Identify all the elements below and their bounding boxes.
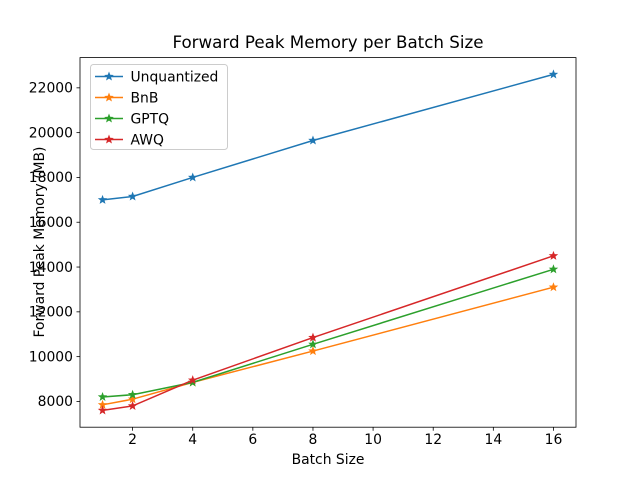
legend-label: BnB xyxy=(131,90,159,106)
y-tick-label: 8000 xyxy=(38,394,73,410)
y-tick-label: 10000 xyxy=(29,349,73,365)
data-point-awq xyxy=(308,332,318,342)
y-tick-label: 16000 xyxy=(29,215,73,231)
x-axis-label: Batch Size xyxy=(292,452,365,468)
x-tick-label: 2 xyxy=(128,432,137,448)
legend-label: GPTQ xyxy=(131,111,170,127)
data-point-unquantized xyxy=(127,191,138,201)
data-point-awq xyxy=(548,250,559,260)
data-point-gptq xyxy=(548,264,559,274)
x-tick-label: 14 xyxy=(484,432,502,448)
data-point-awq xyxy=(97,405,108,415)
data-point-unquantized xyxy=(187,172,198,182)
x-tick-label: 6 xyxy=(248,432,257,448)
data-point-unquantized xyxy=(97,194,108,204)
x-tick-label: 4 xyxy=(188,432,197,448)
chart-title: Forward Peak Memory per Batch Size xyxy=(172,32,483,52)
legend-label: Unquantized xyxy=(131,69,219,85)
x-tick-label: 16 xyxy=(545,432,563,448)
legend-box xyxy=(90,64,228,150)
y-tick-label: 20000 xyxy=(29,125,73,141)
data-point-bnb xyxy=(548,282,559,292)
data-point-bnb xyxy=(127,394,138,404)
legend-star-marker xyxy=(104,92,114,102)
y-tick-label: 22000 xyxy=(29,81,73,97)
data-point-unquantized xyxy=(548,69,559,79)
y-tick-label: 14000 xyxy=(29,260,73,276)
data-point-bnb xyxy=(97,399,108,409)
data-point-gptq xyxy=(127,389,138,399)
data-point-unquantized xyxy=(308,135,318,145)
y-tick-label: 18000 xyxy=(29,170,73,186)
x-tick-label: 8 xyxy=(309,432,318,448)
data-point-awq xyxy=(187,375,198,385)
legend-label: AWQ xyxy=(131,132,164,148)
data-point-bnb xyxy=(308,346,318,356)
x-tick-label: 12 xyxy=(424,432,442,448)
data-point-awq xyxy=(127,400,138,410)
y-tick-label: 12000 xyxy=(29,305,73,321)
data-point-gptq xyxy=(97,391,108,402)
x-tick-label: 10 xyxy=(364,432,382,448)
plot-border xyxy=(79,57,577,428)
legend-star-marker xyxy=(104,134,114,144)
plot-area: 8000 10000 12000 14000 16000 18000 20000 22000 2… xyxy=(29,57,577,448)
y-axis-label: Forward Peak Memory (MB) xyxy=(32,147,48,338)
legend-star-marker xyxy=(104,71,114,81)
legend-star-marker xyxy=(104,113,114,123)
legend: Unquantized BnB GPTQ AWQ xyxy=(90,64,228,150)
data-point-gptq xyxy=(308,339,318,349)
